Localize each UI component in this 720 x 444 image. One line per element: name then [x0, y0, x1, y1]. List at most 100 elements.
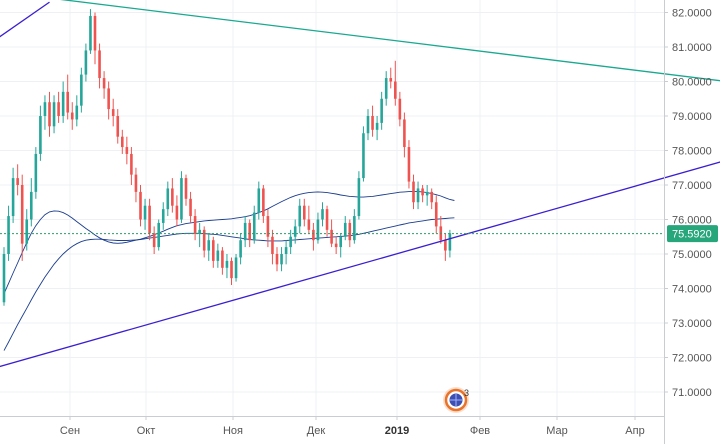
candle [98, 43, 101, 89]
candle-body [184, 178, 188, 199]
candle-body [375, 122, 379, 130]
time-tick-label: Мар [546, 425, 568, 437]
candle [366, 109, 370, 141]
candle [75, 95, 79, 127]
candle-body [180, 178, 183, 220]
price-tick-label: 73.0000 [672, 318, 712, 330]
time-axis[interactable]: Сен Окт Ноя Дек 2019 Фев Мар Апр [60, 416, 645, 437]
candle-body [20, 185, 24, 244]
price-tick-label: 76.0000 [672, 215, 712, 227]
candle-body [371, 116, 374, 130]
candle [403, 112, 406, 158]
trend-lines[interactable] [0, 0, 720, 368]
candle [152, 226, 156, 254]
candle [398, 91, 402, 127]
candle [284, 240, 288, 265]
time-tick-label: Апр [625, 425, 644, 437]
price-axis[interactable]: 82.0000 81.0000 80.0000 79.0000 78.0000 77.00… [664, 8, 712, 400]
candle [234, 254, 238, 282]
candle-body [102, 78, 106, 89]
candle-body [407, 147, 411, 182]
candle-body [252, 212, 256, 241]
candle-body [175, 205, 179, 220]
candle [16, 164, 19, 196]
candle-body [434, 202, 438, 227]
candle [66, 74, 69, 120]
candle-body [334, 243, 338, 248]
candle [362, 126, 365, 182]
candle [189, 191, 192, 223]
candle [198, 222, 201, 248]
candle-body [93, 15, 97, 51]
candle [43, 95, 47, 130]
candle [157, 219, 160, 251]
price-tick-label: 77.0000 [672, 180, 712, 192]
price-tick-label: 81.0000 [672, 42, 712, 54]
candle-body [394, 81, 397, 99]
candle-body [384, 78, 388, 99]
candle-body [70, 112, 74, 120]
candle-body [125, 147, 129, 154]
candle-body [111, 109, 115, 116]
candle [139, 185, 142, 227]
candle [321, 202, 324, 227]
candle [93, 12, 97, 65]
brand-badge[interactable]: 3 [443, 387, 469, 413]
candle-body [98, 50, 101, 79]
candle [11, 167, 15, 223]
moving-average-slow [3, 217, 455, 351]
candle-body [421, 188, 424, 196]
candle-body [25, 219, 29, 244]
candle-body [61, 91, 65, 116]
candle-body [207, 240, 211, 251]
candle-body [448, 233, 452, 251]
candle-body [303, 205, 306, 220]
candle [325, 205, 329, 237]
candle-body [30, 191, 33, 220]
candle [61, 81, 65, 123]
candle [389, 67, 393, 89]
candle [371, 105, 374, 137]
candle [125, 136, 129, 165]
candle-body [75, 105, 79, 120]
candle [425, 185, 429, 206]
candle-body [234, 257, 238, 279]
candle [339, 233, 342, 258]
candle [289, 229, 292, 254]
candle-body [348, 222, 352, 241]
price-tick-label: 71.0000 [672, 387, 712, 399]
candle-body [193, 216, 197, 234]
candle-body [148, 205, 151, 234]
candle [134, 167, 138, 203]
candle [262, 185, 265, 223]
candle [116, 109, 120, 144]
candle [444, 233, 447, 261]
resistance-line-teal[interactable] [27, 0, 720, 85]
candle [380, 91, 383, 130]
candle-body [262, 188, 265, 217]
candle [161, 202, 165, 230]
candle [121, 129, 124, 154]
time-tick-label: Сен [60, 425, 80, 437]
price-tick-label: 74.0000 [672, 284, 712, 296]
candle-body [280, 254, 283, 265]
candle [334, 236, 338, 254]
candle [312, 222, 315, 251]
candle-body [362, 133, 365, 179]
candle-body [161, 209, 165, 223]
candle-body [412, 181, 415, 203]
candle [2, 247, 6, 306]
candle-body [444, 240, 447, 251]
price-axis-border [664, 0, 665, 444]
candle [80, 67, 83, 113]
candle-body [89, 15, 92, 51]
trend-line-upper-blue[interactable] [0, 1, 50, 40]
candle-body [239, 240, 242, 258]
candle [252, 205, 256, 244]
price-tick-label: 79.0000 [672, 111, 712, 123]
candle [271, 229, 274, 265]
candle-body [221, 250, 224, 268]
support-line-blue[interactable] [0, 152, 720, 368]
candle [243, 216, 247, 248]
